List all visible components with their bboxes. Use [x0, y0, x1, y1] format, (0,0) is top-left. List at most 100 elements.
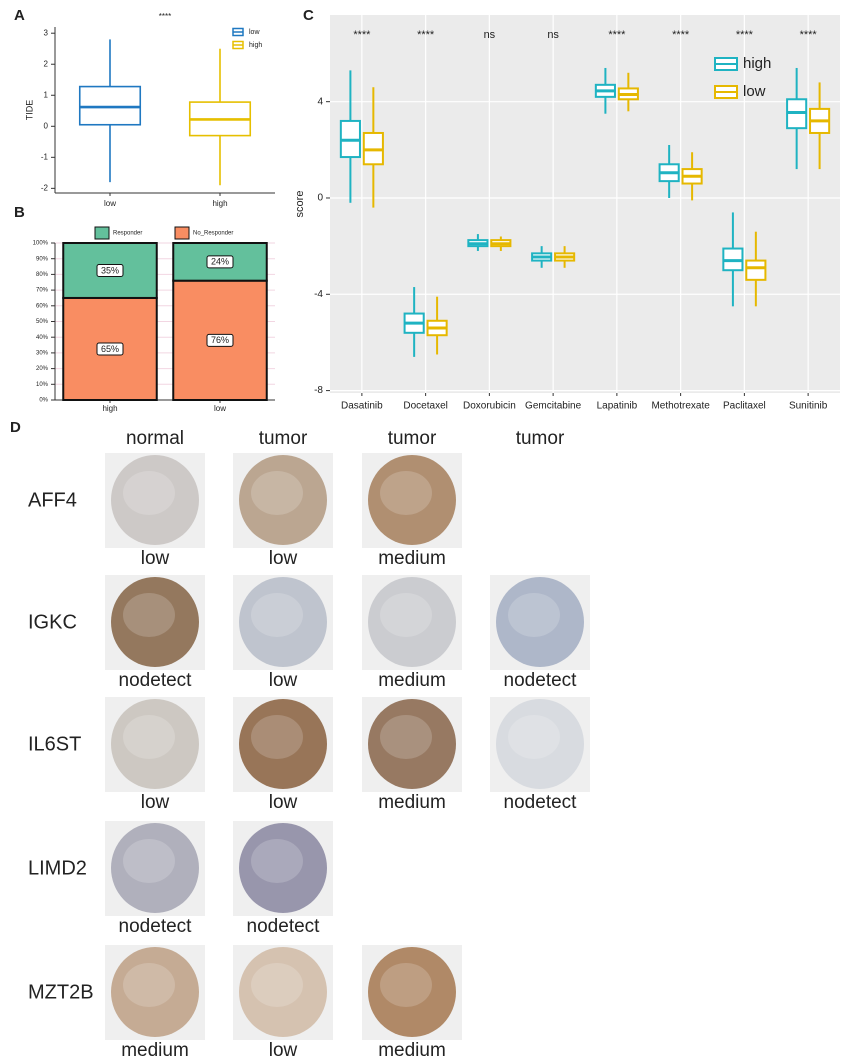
tissue-texture	[251, 593, 303, 637]
expression-label: medium	[121, 1040, 189, 1061]
panel-label: B	[14, 204, 25, 221]
x-tick-label: Paclitaxel	[723, 401, 766, 412]
gene-label: AFF4	[28, 489, 77, 511]
x-tick-label: low	[104, 199, 116, 208]
legend-label: No_Responder	[193, 231, 233, 237]
tissue-texture	[123, 715, 175, 759]
tissue-texture	[380, 471, 432, 515]
tissue-texture	[508, 715, 560, 759]
expression-label: nodetect	[247, 916, 321, 937]
tissue-texture	[380, 963, 432, 1007]
gene-label: MZT2B	[28, 981, 94, 1003]
gene-label: IGKC	[28, 611, 77, 633]
x-tick-label: Lapatinib	[597, 401, 638, 412]
x-tick-label: Dasatinib	[341, 401, 383, 412]
y-tick-label: 60%	[36, 303, 49, 309]
x-tick-label: Docetaxel	[403, 401, 447, 412]
column-header: tumor	[388, 428, 437, 449]
y-tick-label: 2	[44, 59, 49, 68]
column-header: tumor	[516, 428, 565, 449]
x-tick-label: Doxorubicin	[463, 401, 516, 412]
y-tick-label: 100%	[33, 241, 49, 247]
tissue-texture	[251, 471, 303, 515]
expression-label: low	[269, 670, 298, 691]
y-tick-label: 4	[317, 96, 323, 107]
tissue-texture	[380, 593, 432, 637]
figure: A -2 -1 0 1 2 3 TIDE **** low high low high B 0% 10% 20%…	[0, 0, 845, 1062]
y-tick-label: 3	[44, 28, 49, 37]
panel-label: D	[10, 419, 21, 436]
significance: ns	[547, 29, 559, 41]
tissue-texture	[123, 593, 175, 637]
x-tick-label: Methotrexate	[651, 401, 710, 412]
expression-label: low	[141, 792, 170, 813]
y-tick-label: 10%	[36, 382, 49, 388]
significance: ****	[159, 12, 171, 21]
y-tick-label: 80%	[36, 272, 49, 278]
significance: ****	[800, 29, 818, 41]
legend-label: high	[743, 55, 771, 72]
y-tick-label: -1	[41, 152, 49, 161]
legend-label: low	[743, 83, 766, 100]
data-label: 65%	[101, 344, 119, 354]
panel-label: C	[303, 7, 314, 24]
expression-label: nodetect	[504, 670, 578, 691]
box	[80, 87, 141, 125]
significance: ns	[484, 29, 496, 41]
y-tick-label: 0	[317, 193, 323, 204]
y-tick-label: 1	[44, 90, 49, 99]
y-tick-label: 20%	[36, 366, 49, 372]
y-tick-label: 30%	[36, 350, 49, 356]
data-label: 35%	[101, 265, 119, 275]
gene-label: IL6ST	[28, 733, 81, 755]
legend-key	[95, 227, 109, 239]
tissue-texture	[123, 963, 175, 1007]
significance: ****	[353, 29, 371, 41]
expression-label: medium	[378, 670, 446, 691]
page: {"chart_data": [ {"type": "box", "panel_…	[0, 0, 845, 1062]
expression-label: medium	[378, 1040, 446, 1061]
gene-label: LIMD2	[28, 857, 87, 879]
expression-label: low	[269, 1040, 298, 1061]
x-tick-label: high	[212, 199, 227, 208]
expression-label: low	[269, 792, 298, 813]
y-axis-label: score	[294, 191, 306, 218]
y-tick-label: 0	[44, 121, 49, 130]
box	[746, 261, 765, 280]
y-tick-label: 40%	[36, 335, 49, 341]
y-tick-label: -2	[41, 183, 49, 192]
legend-label: Responder	[113, 231, 142, 237]
expression-label: medium	[378, 548, 446, 569]
data-label: 24%	[211, 257, 229, 267]
y-tick-label: -4	[314, 289, 323, 300]
significance: ****	[608, 29, 626, 41]
expression-label: nodetect	[119, 916, 193, 937]
data-label: 76%	[211, 335, 229, 345]
x-tick-label: low	[214, 404, 226, 413]
x-tick-label: Sunitinib	[789, 401, 828, 412]
y-tick-label: 90%	[36, 256, 49, 262]
legend-label: high	[249, 42, 262, 49]
significance: ****	[736, 29, 754, 41]
column-header: normal	[126, 428, 184, 449]
panel-label: A	[14, 7, 25, 24]
column-header: tumor	[259, 428, 308, 449]
significance: ****	[417, 29, 435, 41]
x-tick-label: high	[102, 404, 117, 413]
expression-label: low	[269, 548, 298, 569]
significance: ****	[672, 29, 690, 41]
expression-label: low	[141, 548, 170, 569]
tissue-texture	[251, 715, 303, 759]
y-tick-label: -8	[314, 385, 323, 396]
y-tick-label: 50%	[36, 319, 49, 325]
expression-label: nodetect	[504, 792, 578, 813]
legend-key	[175, 227, 189, 239]
y-tick-label: 0%	[39, 398, 48, 404]
tissue-texture	[251, 839, 303, 883]
y-tick-label: 70%	[36, 288, 49, 294]
tissue-texture	[508, 593, 560, 637]
x-tick-label: Gemcitabine	[525, 401, 582, 412]
y-axis-label: TIDE	[24, 100, 34, 121]
expression-label: medium	[378, 792, 446, 813]
tissue-texture	[123, 839, 175, 883]
